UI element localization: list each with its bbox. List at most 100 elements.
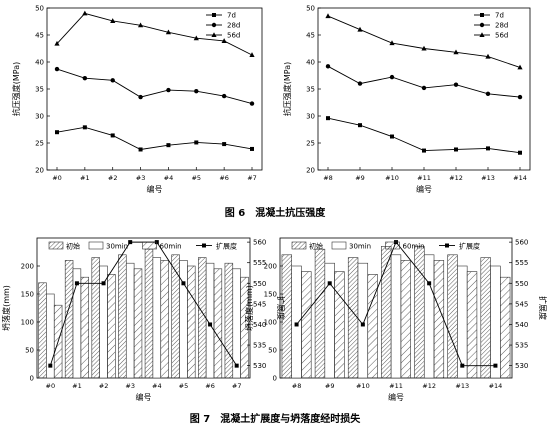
fig7-left-ytick-label: 0 [30,375,34,383]
fig7-left-bar-30min [152,257,162,379]
fig7-left-legend-swatch [142,241,157,250]
fig7-left-ytick-label: 150 [21,291,34,299]
fig7-left-plot-frame [36,237,251,379]
fig6-left-series-28d-point [194,88,199,94]
fig6-right-ytick-label: 20 [306,167,315,175]
fig7-right-ylabel: 坍落度(mm) [244,285,254,331]
fig7-right-xtick-label: #14 [489,382,503,390]
fig6-right-series-28d-point [485,91,491,97]
fig6-left-ytick-label: 45 [35,32,44,40]
fig7-right-y2tick-label: 535 [515,342,528,350]
fig6-right-series-28d-point [389,74,395,80]
fig6-left-series-56d-point [54,40,60,46]
fig6-left-ylabel: 抗压强度(MPa) [11,62,21,117]
fig6-right-series-28d-point [517,94,523,100]
fig6-right-xtick-label: #14 [513,174,527,182]
fig7-left-y2tick-label: 550 [253,280,266,288]
fig6-right-series-7d-line [327,117,521,154]
fig7-left-bar-60min [80,276,89,379]
fig6-right-ytick-label: 45 [306,32,315,40]
fig7-right-ytick-label: 200 [264,263,277,271]
fig7-right-legend-swatch [291,241,307,250]
fig7-right-bar-初始 [480,257,491,379]
fig7-right-series-spread-point [460,363,465,368]
fig6-left-ytick-label: 25 [35,140,44,148]
fig6-right-legend-marker [480,13,484,17]
fig6-left-series-56d-line [56,12,253,56]
fig7-left-series-spread-point [181,281,186,286]
fig7-right-bar-60min [301,271,312,379]
fig7-right-y2tick-label: 545 [515,300,528,308]
fig6-left-series-56d-point [221,38,227,43]
fig7-left-bar-初始 [38,282,47,379]
fig7-right-legend-marker [445,243,449,248]
fig7-left-xtick-label: #6 [205,382,215,390]
fig6-left-series-28d-point [54,66,60,72]
fig6-right-series-56d-point [421,45,427,51]
fig7-left-bar-60min [107,274,116,379]
fig7-right-xtick-label: #11 [389,382,403,390]
fig7-left-series-spread-point [48,363,53,368]
fig7-right-bar-30min [390,254,402,379]
fig7-left-legend-label: 初始 [66,242,80,251]
fig7-right-series-spread-point [327,281,332,286]
fig6-left-series-7d-point [250,146,254,151]
fig6-right-ytick-label: 30 [306,113,315,121]
fig6-left-xtick-label: #7 [247,174,257,182]
fig7-left-bar-初始 [91,257,100,379]
fig6-left-series-7d-line [56,126,253,150]
fig6-right-series-7d-point [518,150,522,155]
fig6-left-series-56d-point [137,22,144,28]
fig7-right-y2tick-label: 560 [515,239,528,247]
fig6-left-series-7d-point [55,130,59,135]
fig6-left-series-7d-point [138,147,143,152]
fig7-right-bar-初始 [281,254,292,379]
fig6-left-xtick-label: #1 [80,174,90,182]
fig6-right-series-7d-point [358,123,362,128]
fig7-left-series-spread-point [101,281,106,286]
fig7-left-ytick-label: 200 [21,263,34,271]
fig6-left-ytick-label: 40 [35,59,44,67]
fig7-left-y2tick-label: 535 [253,342,266,350]
fig6-right-legend-label: 56d [495,32,508,40]
fig7-right-bar-60min [400,260,411,379]
fig6-left-series-7d-point [222,142,227,147]
fig6-right-series-56d-point [389,40,395,46]
fig6-right-ytick-label: 50 [306,5,315,13]
fig6-left-xtick-label: #3 [136,174,146,182]
fig6-right-xtick-label: #12 [449,174,463,182]
fig7-left-xtick-label: #1 [72,382,82,390]
fig6-left-legend-marker [212,13,216,17]
fig6-left-ytick-label: 35 [35,86,44,94]
fig7-left-ylabel: 坍落度(mm) [1,285,11,331]
fig6-left-series-56d-point [110,18,116,23]
fig6-right-ytick-label: 25 [306,140,315,148]
fig7-left-bar-60min [160,260,169,379]
fig6-right-series-28d-point [357,81,363,86]
fig6-left-ytick-label: 30 [35,113,44,121]
fig7-left-y2tick-label: 555 [253,259,266,267]
fig7-right-series-spread-point [294,322,299,327]
fig6-right-legend-label: 28d [495,22,508,30]
fig6-left-legend-label: 7d [227,12,236,20]
fig6-right-legend-marker [479,32,485,37]
fig7-right-ytick-label: 150 [264,291,277,299]
fig6-left-series-28d-point [110,78,115,83]
fig7-right-xtick-label: #10 [356,382,370,390]
fig6-right-series-28d-point [325,64,331,69]
fig6-left-series-7d-point [166,143,171,148]
fig6-left-series-28d-point [249,101,255,106]
fig6-right-series-28d-point [453,82,459,87]
fig7-left-bar-初始 [171,254,180,379]
fig6-left-xtick-label: #0 [52,174,62,182]
fig7-right-bar-60min [433,260,445,379]
fig7-right-xtick-label: #12 [422,382,436,390]
fig7-right-bar-60min [367,274,378,379]
fig6-left-xtick-label: #5 [191,174,201,182]
fig6-left-legend-label: 28d [227,22,240,30]
fig7-left-bar-60min [213,268,223,379]
fig6-right-xtick-label: #10 [385,174,399,182]
fig7-left-bar-30min [125,262,135,379]
